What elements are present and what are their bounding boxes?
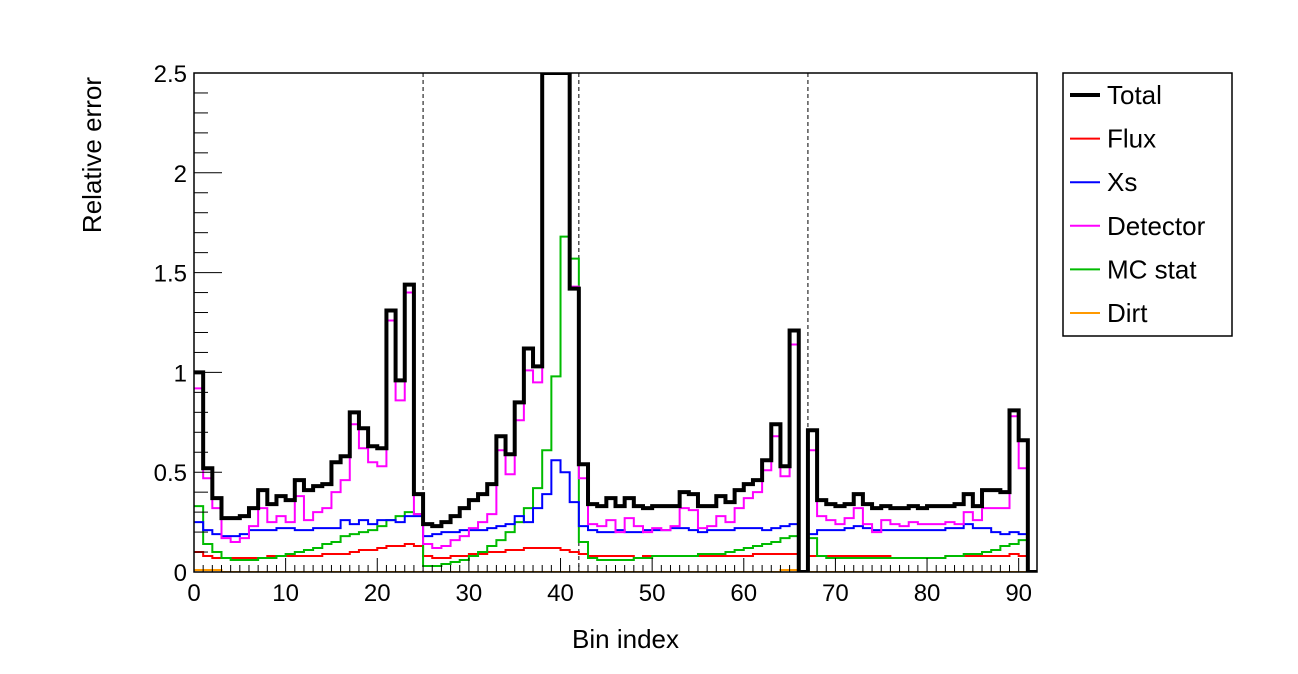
x-tick-label: 50 bbox=[639, 580, 666, 607]
y-tick-label: 2 bbox=[174, 161, 187, 188]
x-tick-label: 80 bbox=[914, 580, 941, 607]
legend-label-detector: Detector bbox=[1107, 211, 1206, 241]
x-axis-ticks: 0 10 20 30 40 50 60 70 80 90 bbox=[187, 558, 1038, 607]
series-line-xs bbox=[194, 459, 1037, 572]
legend-frame bbox=[1062, 72, 1233, 337]
legend-label-xs: Xs bbox=[1107, 167, 1137, 197]
y-tick-label: 2.5 bbox=[154, 61, 187, 88]
x-tick-label: 70 bbox=[822, 580, 849, 607]
y-axis-title: Relative error bbox=[77, 77, 107, 233]
x-axis-title: Bin index bbox=[572, 624, 679, 654]
x-tick-label: 0 bbox=[187, 580, 200, 607]
x-tick-label: 30 bbox=[456, 580, 483, 607]
x-tick-label: 20 bbox=[364, 580, 391, 607]
y-tick-label: 1 bbox=[174, 360, 187, 387]
x-tick-label: 90 bbox=[1005, 580, 1032, 607]
legend-label-mc-stat: MC stat bbox=[1107, 254, 1197, 284]
series-line-total bbox=[194, 73, 1037, 572]
series-line-detector bbox=[194, 73, 1037, 572]
legend-label-dirt: Dirt bbox=[1107, 298, 1148, 328]
x-tick-label: 40 bbox=[547, 580, 574, 607]
y-tick-label: 1.5 bbox=[154, 261, 187, 288]
legend-label-total: Total bbox=[1107, 80, 1162, 110]
x-tick-label: 10 bbox=[272, 580, 299, 607]
legend-label-flux: Flux bbox=[1107, 124, 1156, 154]
y-axis-ticks: 0 0.5 1 1.5 2 2.5 bbox=[154, 61, 222, 587]
x-tick-label: 60 bbox=[730, 580, 757, 607]
series-group bbox=[194, 73, 1037, 572]
y-tick-label: 0.5 bbox=[154, 460, 187, 487]
y-tick-label: 0 bbox=[174, 560, 187, 587]
legend: Total Flux Xs Detector MC stat Dirt bbox=[1062, 72, 1233, 337]
